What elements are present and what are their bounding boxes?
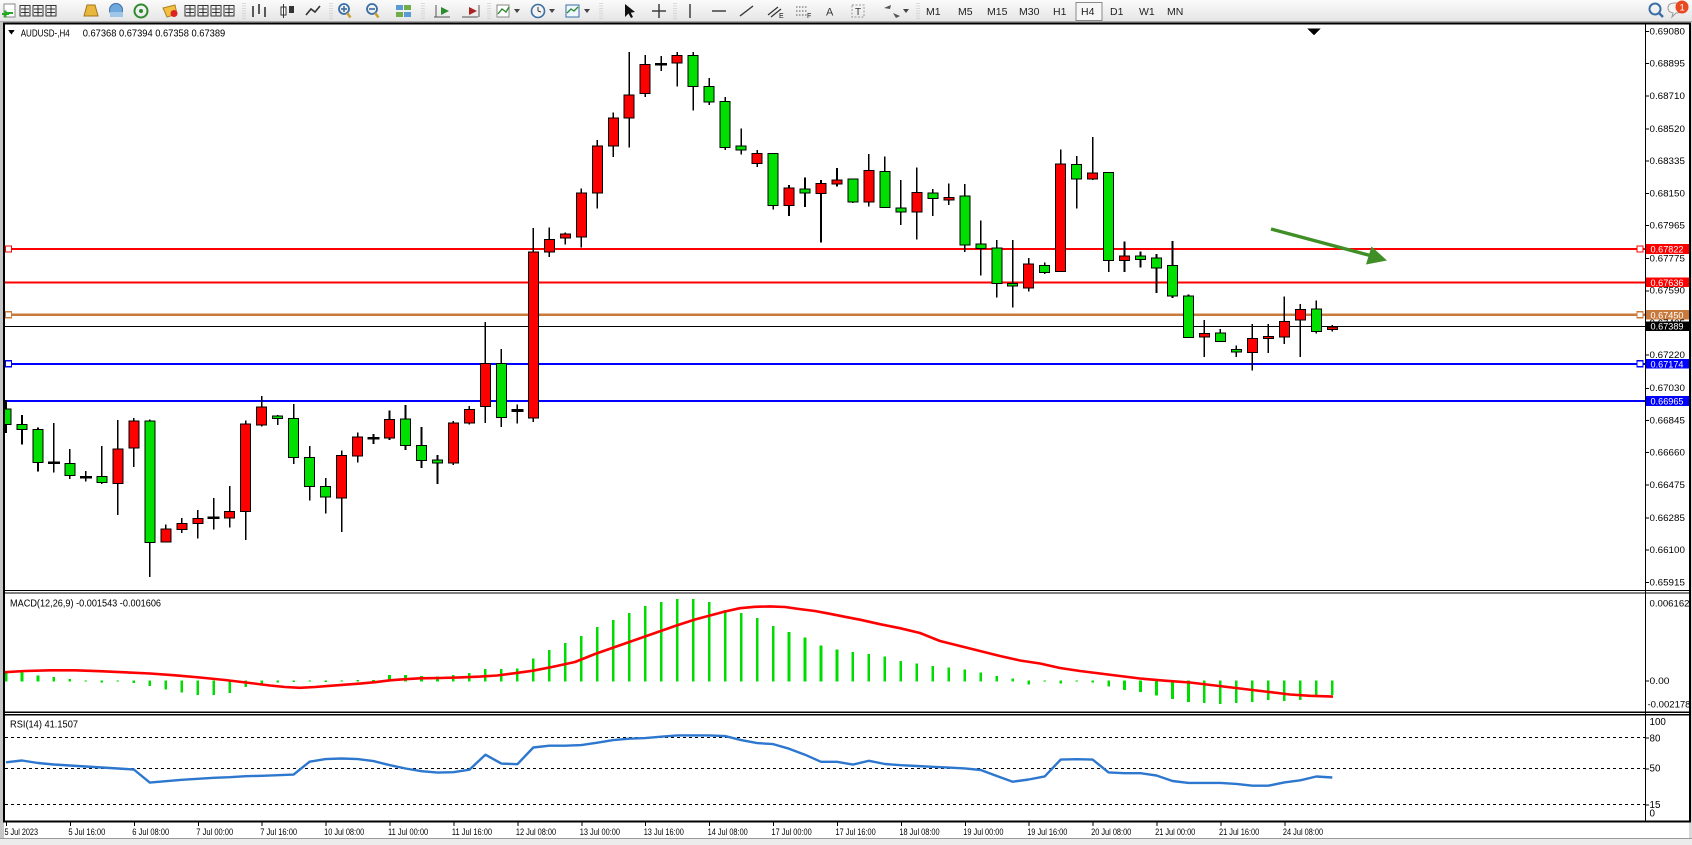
svg-text:5 Jul 16:00: 5 Jul 16:00 — [68, 827, 105, 838]
svg-text:0.67450: 0.67450 — [1651, 309, 1684, 320]
svg-text:E: E — [779, 13, 784, 20]
svg-text:0.00: 0.00 — [1650, 676, 1670, 687]
svg-text:0.68710: 0.68710 — [1650, 91, 1685, 102]
svg-text:0.67368 0.67394 0.67358 0.6738: 0.67368 0.67394 0.67358 0.67389 — [83, 29, 226, 40]
svg-text:AUDUSD-,H4: AUDUSD-,H4 — [21, 29, 70, 40]
svg-text:6 Jul 08:00: 6 Jul 08:00 — [132, 827, 169, 838]
svg-text:21 Jul 16:00: 21 Jul 16:00 — [1219, 827, 1259, 838]
svg-text:0.68520: 0.68520 — [1650, 124, 1685, 135]
svg-text:0.68895: 0.68895 — [1650, 59, 1685, 70]
svg-text:0.67220: 0.67220 — [1650, 350, 1685, 361]
svg-text:D1: D1 — [1110, 6, 1124, 18]
svg-text:M5: M5 — [958, 6, 973, 18]
svg-text:10 Jul 08:00: 10 Jul 08:00 — [324, 827, 364, 838]
svg-text:0.68150: 0.68150 — [1650, 188, 1685, 199]
svg-text:0.66285: 0.66285 — [1650, 513, 1685, 524]
svg-text:0.67822: 0.67822 — [1651, 244, 1684, 255]
svg-text:0.67389: 0.67389 — [1651, 321, 1684, 332]
svg-text:1: 1 — [1680, 3, 1685, 14]
svg-text:0.67030: 0.67030 — [1650, 383, 1685, 394]
svg-text:12 Jul 08:00: 12 Jul 08:00 — [516, 827, 556, 838]
svg-text:0.67590: 0.67590 — [1650, 286, 1685, 297]
svg-text:H1: H1 — [1053, 6, 1067, 18]
svg-text:-0.002178: -0.002178 — [1648, 700, 1691, 711]
svg-text:50: 50 — [1650, 764, 1661, 775]
svg-text:24 Jul 08:00: 24 Jul 08:00 — [1283, 827, 1323, 838]
svg-text:0.66845: 0.66845 — [1650, 415, 1685, 426]
svg-text:W1: W1 — [1139, 6, 1155, 18]
svg-text:0.66965: 0.66965 — [1651, 396, 1684, 407]
svg-text:0.66100: 0.66100 — [1650, 545, 1685, 556]
svg-text:0.66660: 0.66660 — [1650, 448, 1685, 459]
svg-text:M15: M15 — [987, 6, 1008, 18]
svg-text:0: 0 — [1650, 808, 1656, 819]
svg-text:0.67636: 0.67636 — [1651, 277, 1684, 288]
svg-text:0.66475: 0.66475 — [1650, 480, 1685, 491]
svg-text:80: 80 — [1650, 734, 1661, 745]
svg-text:0.67965: 0.67965 — [1650, 221, 1685, 232]
svg-text:A: A — [826, 7, 834, 19]
svg-text:0.67174: 0.67174 — [1651, 358, 1684, 369]
svg-text:20 Jul 08:00: 20 Jul 08:00 — [1091, 827, 1131, 838]
svg-text:11 Jul 16:00: 11 Jul 16:00 — [452, 827, 492, 838]
svg-text:17 Jul 00:00: 17 Jul 00:00 — [772, 827, 812, 838]
svg-text:11 Jul 00:00: 11 Jul 00:00 — [388, 827, 428, 838]
svg-text:MN: MN — [1167, 6, 1183, 18]
svg-text:0.65915: 0.65915 — [1650, 577, 1685, 588]
svg-text:0.67775: 0.67775 — [1650, 254, 1685, 265]
svg-text:MACD(12,26,9) -0.001543 -0.001: MACD(12,26,9) -0.001543 -0.001606 — [10, 599, 162, 610]
svg-text:T: T — [855, 7, 861, 18]
svg-text:RSI(14) 41.1507: RSI(14) 41.1507 — [10, 720, 78, 731]
svg-text:14 Jul 08:00: 14 Jul 08:00 — [708, 827, 748, 838]
svg-text:H4: H4 — [1081, 6, 1095, 18]
svg-text:19 Jul 00:00: 19 Jul 00:00 — [963, 827, 1003, 838]
svg-text:13 Jul 00:00: 13 Jul 00:00 — [580, 827, 620, 838]
svg-text:18 Jul 08:00: 18 Jul 08:00 — [899, 827, 939, 838]
svg-text:F: F — [807, 13, 811, 20]
svg-text:19 Jul 16:00: 19 Jul 16:00 — [1027, 827, 1067, 838]
svg-text:M30: M30 — [1019, 6, 1040, 18]
svg-text:17 Jul 16:00: 17 Jul 16:00 — [836, 827, 876, 838]
svg-text:M1: M1 — [926, 6, 941, 18]
svg-text:13 Jul 16:00: 13 Jul 16:00 — [644, 827, 684, 838]
svg-text:7 Jul 00:00: 7 Jul 00:00 — [196, 827, 233, 838]
svg-text:15: 15 — [1650, 800, 1661, 811]
svg-text:0.006162: 0.006162 — [1650, 598, 1690, 609]
svg-text:0.68335: 0.68335 — [1650, 156, 1685, 167]
svg-text:21 Jul 00:00: 21 Jul 00:00 — [1155, 827, 1195, 838]
svg-text:7 Jul 16:00: 7 Jul 16:00 — [260, 827, 297, 838]
svg-text:0.69080: 0.69080 — [1650, 26, 1685, 37]
svg-text:100: 100 — [1650, 717, 1667, 728]
svg-text:5 Jul 2023: 5 Jul 2023 — [5, 827, 39, 838]
